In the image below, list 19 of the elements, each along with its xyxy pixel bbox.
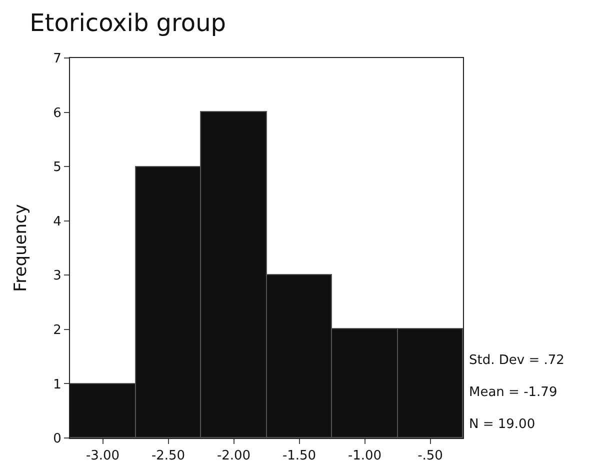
text: N = 19.00 <box>469 417 536 432</box>
x-tick-label: -2.50 <box>151 448 186 464</box>
x-tick-label: -1.00 <box>348 448 382 464</box>
x-tick-label: -2.00 <box>216 448 251 464</box>
y-tick-label: 3 <box>53 268 62 284</box>
y-tick-label: 4 <box>53 214 62 230</box>
x-tick-label: -1.50 <box>282 448 316 464</box>
text: Std. Dev = .72 <box>469 353 564 368</box>
text: Mean = -1.79 <box>469 385 558 400</box>
y-tick-label: 5 <box>53 160 62 176</box>
chart-title: Etoricoxib group <box>30 8 226 37</box>
x-tick-label: -.50 <box>418 448 443 464</box>
y-tick-label: 6 <box>53 106 62 121</box>
y-tick-label: 7 <box>53 52 62 67</box>
y-tick-label: 0 <box>53 432 62 447</box>
x-tick-label: -3.00 <box>86 448 120 464</box>
y-axis-title: Frequency <box>11 204 31 292</box>
y-tick-label: 1 <box>53 377 62 392</box>
y-tick-label: 2 <box>53 322 62 338</box>
